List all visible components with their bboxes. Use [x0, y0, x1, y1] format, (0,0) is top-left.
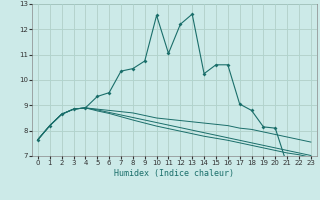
X-axis label: Humidex (Indice chaleur): Humidex (Indice chaleur)	[115, 169, 234, 178]
